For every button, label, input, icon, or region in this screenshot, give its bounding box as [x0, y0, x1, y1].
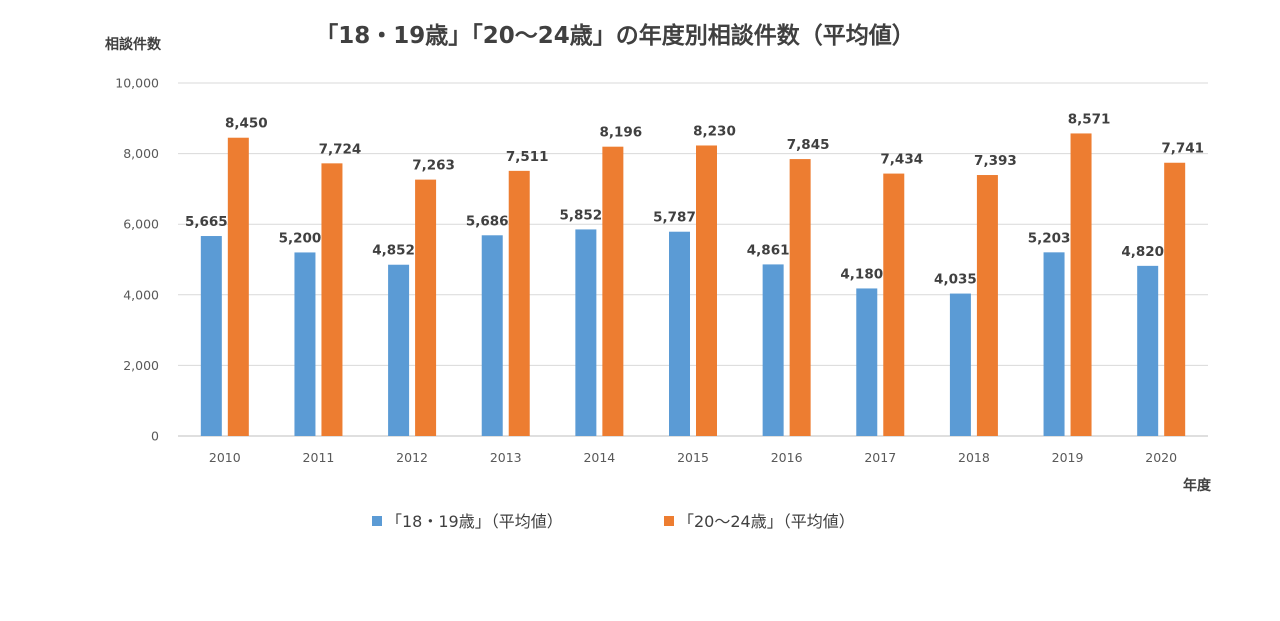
- y-tick-label: 6,000: [123, 217, 159, 232]
- data-label: 7,845: [787, 137, 830, 153]
- x-tick-label: 2011: [303, 450, 335, 465]
- gridlines: [178, 82, 1208, 437]
- data-label: 7,393: [974, 153, 1017, 169]
- bar-age-18-19-2017: [856, 288, 878, 436]
- x-tick-label: 2017: [864, 450, 896, 465]
- bar-age-18-19-2010: [200, 236, 222, 436]
- bar-age-20-24-2017: [883, 173, 905, 436]
- bar-age-18-19-2020: [1137, 265, 1159, 436]
- bar-age-20-24-2020: [1164, 162, 1186, 436]
- data-label: 5,200: [279, 230, 322, 246]
- x-tick-label: 2018: [958, 450, 990, 465]
- data-label: 4,852: [372, 243, 415, 259]
- legend: 「18・19歳」（平均値） 「20～24歳」（平均値）: [372, 512, 855, 531]
- bar-age-20-24-2019: [1070, 133, 1092, 436]
- legend-swatch: [664, 516, 674, 526]
- data-label: 7,741: [1161, 141, 1204, 157]
- y-tick-label: 4,000: [123, 287, 159, 302]
- bar-age-20-24-2011: [321, 163, 343, 436]
- x-tick-label: 2020: [1145, 450, 1177, 465]
- bar-age-18-19-2018: [949, 293, 971, 436]
- y-tick-label: 8,000: [123, 146, 159, 161]
- data-label: 5,852: [560, 207, 603, 223]
- bar-age-20-24-2016: [789, 159, 811, 436]
- bar-age-20-24-2012: [415, 179, 437, 437]
- bar-age-18-19-2014: [575, 229, 597, 436]
- bar-age-20-24-2013: [508, 170, 530, 436]
- x-tick-label: 2015: [677, 450, 709, 465]
- y-tick-label: 0: [151, 429, 159, 444]
- data-label: 4,180: [840, 266, 883, 282]
- data-label: 5,203: [1028, 230, 1071, 246]
- data-label: 8,196: [600, 125, 643, 141]
- y-axis-ticks: 0 2,000 4,000 6,000 8,000 10,000: [115, 76, 159, 444]
- bars: [200, 133, 1186, 437]
- x-axis-ticks: 2010 2011 2012 2013 2014 2015 2016 2017 2018 2019…: [209, 450, 1177, 465]
- bar-age-18-19-2015: [669, 231, 690, 436]
- x-tick-label: 2019: [1052, 450, 1084, 465]
- bar-age-18-19-2016: [762, 264, 784, 436]
- bar-age-20-24-2010: [227, 137, 249, 436]
- x-tick-label: 2012: [396, 450, 428, 465]
- data-label: 7,434: [880, 152, 923, 168]
- bar-age-20-24-2015: [696, 145, 717, 436]
- bar-age-18-19-2011: [294, 252, 316, 436]
- data-label: 5,686: [466, 213, 509, 229]
- data-label: 4,035: [934, 272, 977, 288]
- legend-label: 「20～24歳」（平均値）: [678, 512, 855, 531]
- bar-age-20-24-2014: [602, 146, 624, 436]
- x-tick-label: 2014: [583, 450, 615, 465]
- y-tick-label: 10,000: [115, 76, 159, 91]
- x-tick-label: 2013: [490, 450, 522, 465]
- data-label: 7,511: [506, 149, 549, 165]
- data-label: 8,450: [225, 116, 268, 132]
- data-label: 4,820: [1121, 244, 1164, 260]
- x-tick-label: 2016: [771, 450, 803, 465]
- bar-age-18-19-2012: [388, 264, 410, 436]
- data-label: 7,724: [319, 141, 362, 157]
- y-tick-label: 2,000: [123, 358, 159, 373]
- data-labels: 5,665 8,450 5,200 7,724 4,852 7,263 5,686 7,511…: [185, 111, 1204, 287]
- data-label: 7,263: [412, 158, 455, 174]
- x-axis-label: 年度: [1183, 477, 1212, 494]
- data-label: 8,571: [1068, 111, 1111, 127]
- data-label: 8,230: [693, 123, 736, 139]
- bar-age-18-19-2019: [1043, 252, 1065, 436]
- chart-title: 「18・19歳」「20～24歳」の年度別相談件数（平均値）: [315, 22, 915, 49]
- x-tick-label: 2010: [209, 450, 241, 465]
- bar-age-20-24-2018: [976, 175, 998, 436]
- bar-age-18-19-2013: [481, 235, 503, 436]
- legend-label: 「18・19歳」（平均値）: [386, 512, 563, 531]
- legend-swatch: [372, 516, 382, 526]
- data-label: 4,861: [747, 242, 790, 258]
- y-axis-label: 相談件数: [105, 36, 162, 53]
- data-label: 5,665: [185, 214, 228, 230]
- data-label: 5,787: [653, 210, 696, 226]
